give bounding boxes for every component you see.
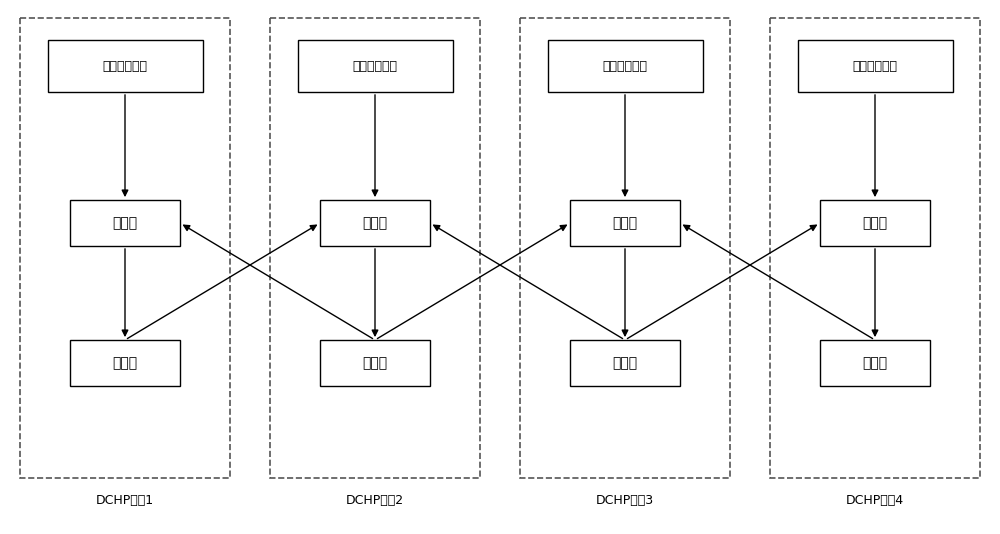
Bar xyxy=(820,200,930,246)
Text: 分汽缸: 分汽缸 xyxy=(862,356,888,370)
Bar xyxy=(570,200,680,246)
Bar xyxy=(20,18,230,478)
Text: 高温余热锅炉: 高温余热锅炉 xyxy=(852,59,898,73)
Bar xyxy=(48,40,202,92)
Bar xyxy=(548,40,702,92)
Bar xyxy=(298,40,452,92)
Text: 高温余热锅炉: 高温余热锅炉 xyxy=(103,59,148,73)
Text: DCHP能源1: DCHP能源1 xyxy=(96,493,154,507)
Text: 分汽缸: 分汽缸 xyxy=(362,356,388,370)
Bar xyxy=(820,340,930,386)
Bar xyxy=(270,18,480,478)
Bar xyxy=(570,340,680,386)
Text: 分汽缸: 分汽缸 xyxy=(612,356,638,370)
Text: DCHP能源3: DCHP能源3 xyxy=(596,493,654,507)
Text: DCHP能源2: DCHP能源2 xyxy=(346,493,404,507)
Bar xyxy=(798,40,952,92)
Bar xyxy=(520,18,730,478)
Text: DCHP能源4: DCHP能源4 xyxy=(846,493,904,507)
Text: 高温余热锅炉: 高温余热锅炉 xyxy=(352,59,398,73)
Bar xyxy=(770,18,980,478)
Text: 高温余热锅炉: 高温余热锅炉 xyxy=(602,59,648,73)
Bar xyxy=(70,200,180,246)
Text: 集汽缸: 集汽缸 xyxy=(112,216,138,230)
Text: 集汽缸: 集汽缸 xyxy=(862,216,888,230)
Text: 集汽缸: 集汽缸 xyxy=(612,216,638,230)
Text: 分汽缸: 分汽缸 xyxy=(112,356,138,370)
Text: 集汽缸: 集汽缸 xyxy=(362,216,388,230)
Bar xyxy=(320,200,430,246)
Bar xyxy=(320,340,430,386)
Bar xyxy=(70,340,180,386)
